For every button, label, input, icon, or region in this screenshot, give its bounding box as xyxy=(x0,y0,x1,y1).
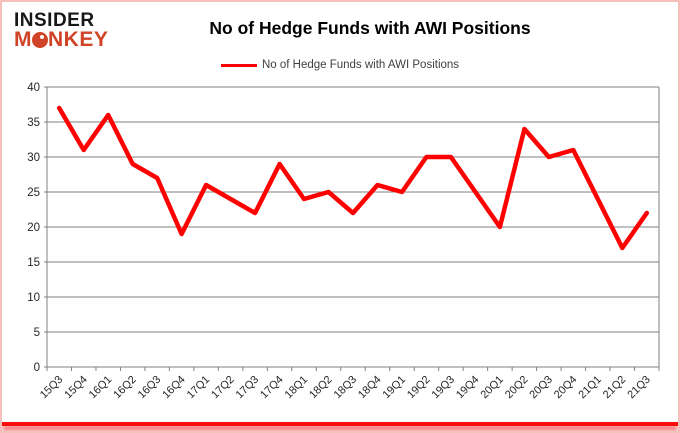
page-title: No of Hedge Funds with AWI Positions xyxy=(209,18,531,38)
y-axis-label-25: 25 xyxy=(27,187,40,199)
x-axis-label-18Q4: 18Q4 xyxy=(356,374,384,402)
x-axis-label-21Q1: 21Q1 xyxy=(576,374,604,402)
chart-svg: 0 5 10 15 20 25 30 35 40 15Q315Q416Q116Q216Q316Q4… xyxy=(27,82,660,402)
x-axis-label-17Q2: 17Q2 xyxy=(209,374,237,402)
y-axis-label-0: 0 xyxy=(34,362,40,374)
y-axis-label-40: 40 xyxy=(27,82,40,94)
x-axis-label-20Q2: 20Q2 xyxy=(503,374,531,402)
insider-monkey-logo: INSIDER M NKEY xyxy=(14,10,109,52)
logo-text-monkey: M NKEY xyxy=(14,28,109,52)
y-axis-label-30: 30 xyxy=(27,152,40,164)
x-axis-label-16Q2: 16Q2 xyxy=(111,374,139,402)
series-line-0 xyxy=(56,105,650,251)
x-axis-label-19Q4: 19Q4 xyxy=(454,374,482,402)
monkey-eye-dot xyxy=(40,35,44,40)
x-axis-label-21Q3: 21Q3 xyxy=(625,374,653,402)
y-axis-label-5: 5 xyxy=(34,327,40,339)
x-axis-label-20Q3: 20Q3 xyxy=(527,374,555,402)
y-axis-label-35: 35 xyxy=(27,117,40,129)
logo-text-insider: INSIDER xyxy=(14,10,95,31)
y-axis-label-10: 10 xyxy=(27,292,40,304)
x-axis-label-18Q1: 18Q1 xyxy=(283,374,311,402)
logo-monkey-m: M xyxy=(14,28,32,52)
bottom-red-glow xyxy=(2,422,678,426)
x-axis-label-18Q3: 18Q3 xyxy=(332,374,360,402)
x-axis-label-15Q4: 15Q4 xyxy=(62,374,90,402)
y-axis-label-15: 15 xyxy=(27,257,40,269)
x-axis-label-18Q2: 18Q2 xyxy=(307,374,335,402)
x-axis-label-19Q1: 19Q1 xyxy=(381,374,409,402)
x-axis-label-21Q2: 21Q2 xyxy=(601,374,629,402)
chart-legend: No of Hedge Funds with AWI Positions xyxy=(2,59,678,71)
x-axis-label-16Q1: 16Q1 xyxy=(87,374,115,402)
x-axis-label-19Q3: 19Q3 xyxy=(430,374,458,402)
y-axis-label-20: 20 xyxy=(27,222,40,234)
x-axis-label-17Q4: 17Q4 xyxy=(258,374,286,402)
legend-label: No of Hedge Funds with AWI Positions xyxy=(261,59,460,71)
x-axis-label-19Q2: 19Q2 xyxy=(405,374,433,402)
x-axis-label-16Q3: 16Q3 xyxy=(136,374,164,402)
x-axis-label-17Q1: 17Q1 xyxy=(185,374,213,402)
x-axis-label-20Q4: 20Q4 xyxy=(552,374,580,402)
x-axis-label-16Q4: 16Q4 xyxy=(160,374,188,402)
x-axis-label-17Q3: 17Q3 xyxy=(234,374,262,402)
x-axis-label-15Q3: 15Q3 xyxy=(38,374,66,402)
x-axis-label-20Q1: 20Q1 xyxy=(478,374,506,402)
logo-monkey-nkey: NKEY xyxy=(48,28,109,52)
monkey-face-icon xyxy=(32,32,48,49)
legend-line-swatch xyxy=(220,63,257,67)
